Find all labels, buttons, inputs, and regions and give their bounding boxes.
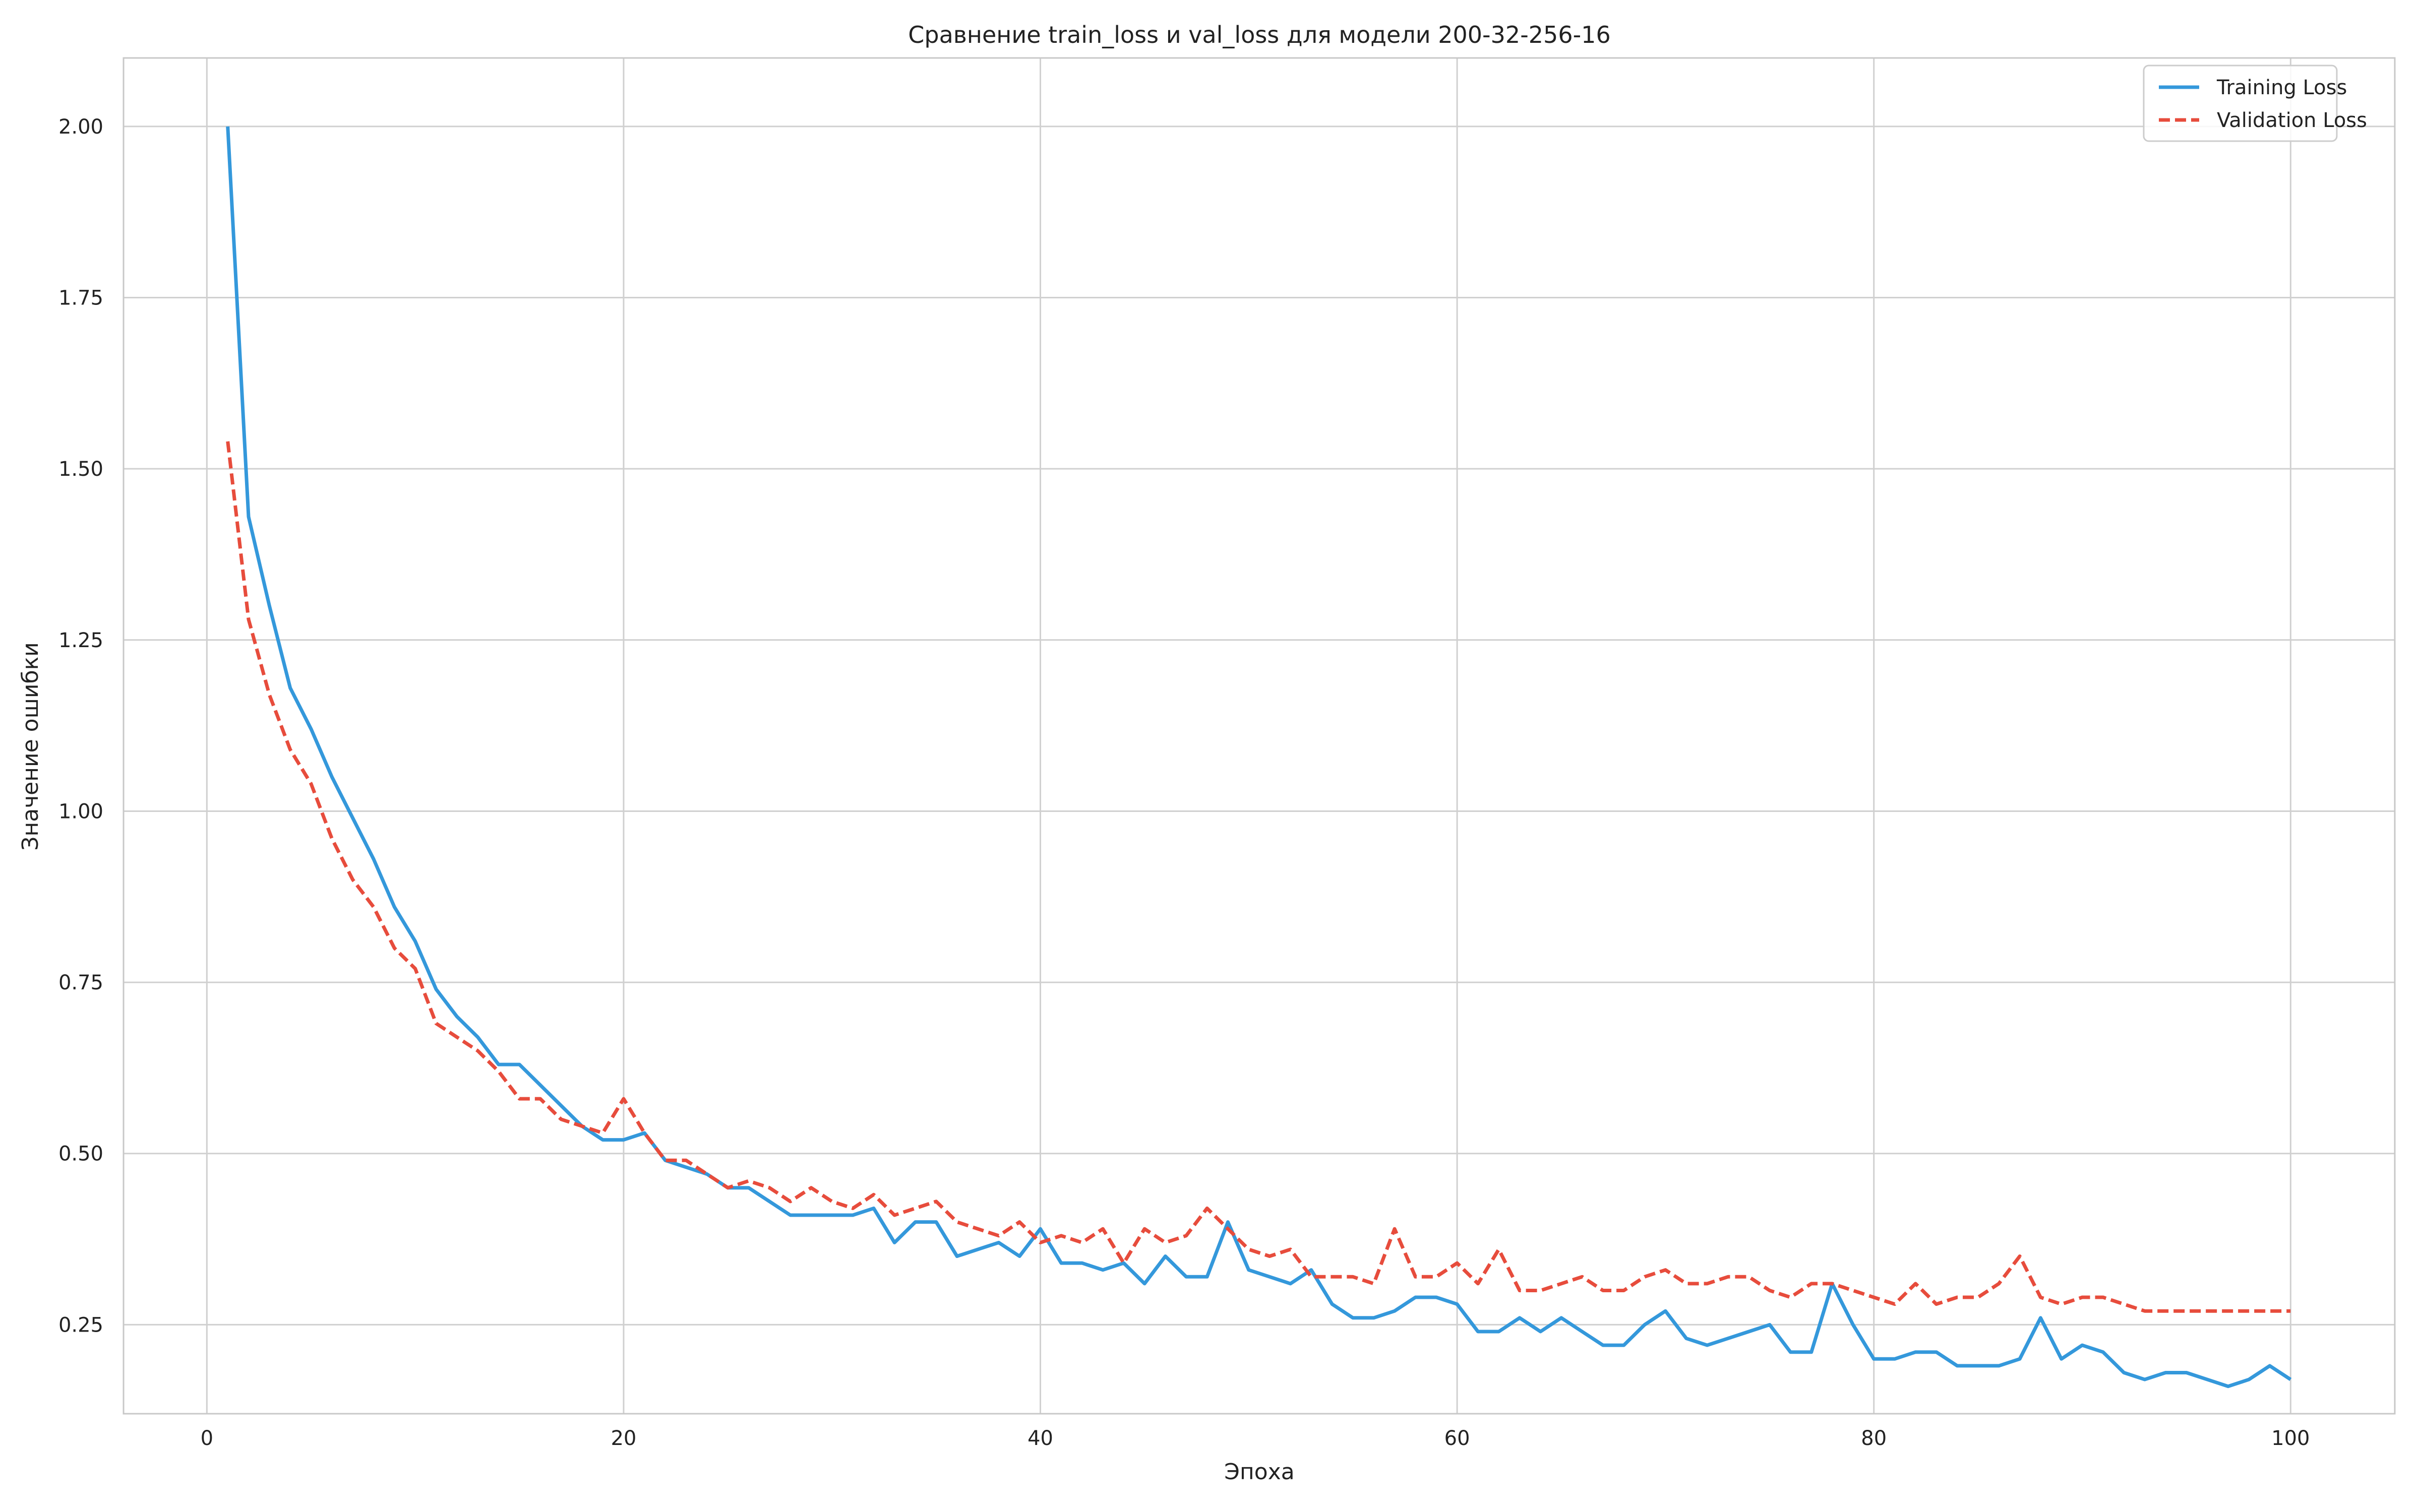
y-tick-label: 0.50 <box>58 1143 103 1166</box>
x-tick-label: 20 <box>611 1427 636 1450</box>
y-axis-label: Значение ошибки <box>18 642 43 851</box>
chart-title: Сравнение train_loss и val_loss для моде… <box>908 21 1610 48</box>
legend-entry-label: Validation Loss <box>2217 109 2367 132</box>
y-tick-label: 0.75 <box>58 971 103 994</box>
x-tick-label: 80 <box>1861 1427 1887 1450</box>
series-lines <box>228 127 2291 1387</box>
legend: Training Loss Validation Loss <box>2144 66 2367 141</box>
x-tick-labels: 0 20 40 60 80 100 <box>201 1427 2310 1450</box>
training-loss-line <box>228 127 2291 1387</box>
y-tick-label: 1.75 <box>58 287 103 310</box>
y-tick-labels: 0.25 0.50 0.75 1.00 1.25 1.50 1.75 2.00 <box>58 115 103 1337</box>
y-tick-label: 1.50 <box>58 458 103 481</box>
plot-frame <box>124 58 2395 1414</box>
y-gridlines <box>124 127 2395 1325</box>
legend-entry-label: Training Loss <box>2216 76 2347 99</box>
x-tick-label: 100 <box>2271 1427 2310 1450</box>
x-tick-label: 40 <box>1027 1427 1053 1450</box>
y-tick-label: 0.25 <box>58 1313 103 1337</box>
x-tick-label: 0 <box>201 1427 213 1450</box>
x-gridlines <box>207 58 2290 1414</box>
x-tick-label: 60 <box>1444 1427 1470 1450</box>
y-tick-label: 2.00 <box>58 115 103 139</box>
x-axis-label: Эпоха <box>1224 1459 1294 1485</box>
y-tick-label: 1.25 <box>58 629 103 652</box>
validation-loss-line <box>228 442 2291 1311</box>
y-tick-label: 1.00 <box>58 800 103 823</box>
